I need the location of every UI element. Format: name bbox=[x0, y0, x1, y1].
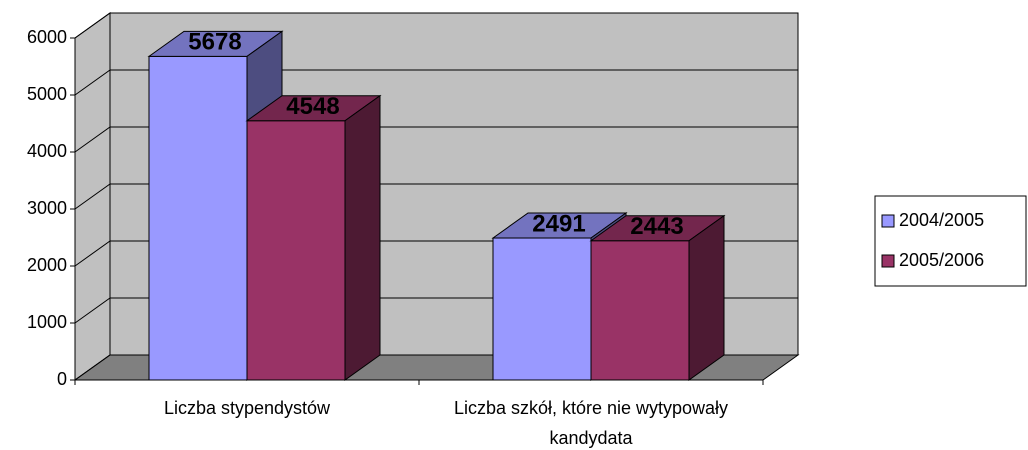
legend-label: 2005/2006 bbox=[899, 250, 984, 270]
legend-swatch bbox=[881, 214, 895, 228]
y-tick-label: 4000 bbox=[27, 141, 67, 161]
bar bbox=[148, 55, 248, 381]
value-label: 5678 bbox=[188, 29, 241, 56]
x-tick-label: Liczba stypendystów bbox=[163, 398, 331, 418]
bar-side bbox=[344, 94, 381, 381]
bar bbox=[492, 237, 592, 381]
value-label: 4548 bbox=[286, 93, 339, 120]
y-tick-label: 2000 bbox=[27, 255, 67, 275]
y-tick-label: 1000 bbox=[27, 312, 67, 332]
bar bbox=[246, 120, 346, 381]
value-label: 2491 bbox=[532, 210, 585, 237]
y-tick-label: 6000 bbox=[27, 27, 67, 47]
grid-line bbox=[74, 183, 798, 210]
y-tick-label: 0 bbox=[57, 369, 67, 389]
y-tick-label: 5000 bbox=[27, 84, 67, 104]
legend-swatch bbox=[881, 254, 895, 268]
grid-line bbox=[74, 126, 798, 153]
x-tick-label: Liczba szkół, które nie wytypowały kandy… bbox=[453, 398, 729, 448]
legend-box bbox=[874, 195, 1027, 287]
legend-label: 2004/2005 bbox=[899, 210, 984, 230]
bar-side bbox=[688, 214, 725, 381]
grid-line bbox=[74, 12, 798, 39]
value-label: 2443 bbox=[630, 213, 683, 240]
grid-line bbox=[74, 69, 798, 96]
y-tick-label: 3000 bbox=[27, 198, 67, 218]
bar bbox=[590, 240, 690, 381]
